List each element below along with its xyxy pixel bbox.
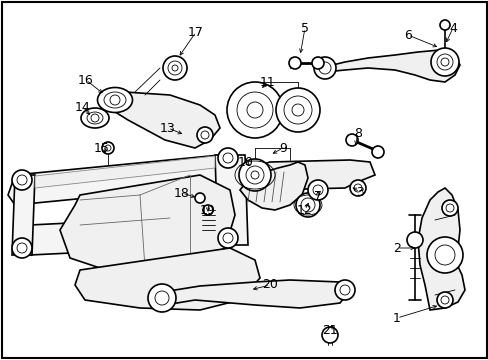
Text: 14: 14: [75, 100, 91, 113]
Circle shape: [311, 57, 324, 69]
Text: 13: 13: [160, 122, 176, 135]
Text: 8: 8: [353, 126, 361, 140]
Text: 1: 1: [392, 311, 400, 324]
Circle shape: [12, 170, 32, 190]
Ellipse shape: [81, 108, 109, 128]
Circle shape: [105, 145, 111, 151]
Circle shape: [307, 180, 327, 200]
Circle shape: [203, 205, 213, 215]
Circle shape: [406, 232, 422, 248]
Circle shape: [334, 280, 354, 300]
Circle shape: [239, 159, 270, 191]
Circle shape: [371, 146, 383, 158]
Circle shape: [346, 134, 357, 146]
Circle shape: [237, 92, 272, 128]
Circle shape: [426, 237, 462, 273]
Circle shape: [349, 180, 365, 196]
Circle shape: [110, 95, 120, 105]
Text: 10: 10: [238, 156, 253, 168]
Polygon shape: [240, 162, 307, 210]
Circle shape: [155, 291, 169, 305]
Circle shape: [17, 175, 27, 185]
Circle shape: [12, 238, 32, 258]
Circle shape: [288, 57, 301, 69]
Polygon shape: [75, 248, 260, 310]
Circle shape: [291, 104, 304, 116]
Text: 2: 2: [392, 242, 400, 255]
Circle shape: [218, 148, 238, 168]
Polygon shape: [108, 92, 220, 148]
Circle shape: [439, 20, 449, 30]
Text: 16: 16: [78, 73, 94, 86]
Text: 20: 20: [262, 279, 277, 292]
Circle shape: [434, 245, 454, 265]
Circle shape: [102, 142, 114, 154]
Circle shape: [313, 57, 335, 79]
Text: 17: 17: [188, 26, 203, 39]
Text: 12: 12: [297, 203, 312, 216]
Ellipse shape: [97, 87, 132, 113]
Circle shape: [91, 114, 99, 122]
Text: 21: 21: [322, 324, 337, 337]
Circle shape: [172, 65, 178, 71]
Circle shape: [250, 171, 259, 179]
Polygon shape: [12, 175, 35, 255]
Polygon shape: [317, 50, 459, 82]
Text: 3: 3: [355, 185, 363, 198]
Circle shape: [445, 204, 453, 212]
Circle shape: [440, 58, 448, 66]
Circle shape: [353, 184, 361, 192]
Circle shape: [201, 131, 208, 139]
Ellipse shape: [104, 92, 126, 108]
Circle shape: [226, 82, 283, 138]
Circle shape: [339, 285, 349, 295]
Polygon shape: [215, 155, 247, 245]
Polygon shape: [148, 280, 349, 308]
Circle shape: [163, 56, 186, 80]
Circle shape: [301, 198, 314, 212]
Polygon shape: [60, 175, 235, 272]
Circle shape: [148, 284, 176, 312]
Polygon shape: [417, 188, 464, 310]
Circle shape: [318, 62, 330, 74]
Circle shape: [284, 96, 311, 124]
Ellipse shape: [87, 112, 103, 124]
Polygon shape: [20, 215, 240, 255]
Circle shape: [436, 54, 452, 70]
Circle shape: [275, 88, 319, 132]
Text: 15: 15: [94, 141, 110, 154]
Circle shape: [195, 193, 204, 203]
Circle shape: [223, 153, 232, 163]
Text: 18: 18: [174, 186, 189, 199]
Circle shape: [245, 166, 264, 184]
Text: 7: 7: [313, 189, 321, 202]
Circle shape: [441, 200, 457, 216]
Text: 4: 4: [448, 22, 456, 35]
Polygon shape: [8, 155, 244, 205]
Text: 9: 9: [279, 141, 286, 154]
Circle shape: [17, 243, 27, 253]
Circle shape: [168, 61, 182, 75]
Circle shape: [218, 228, 238, 248]
Circle shape: [197, 127, 213, 143]
Circle shape: [321, 327, 337, 343]
Polygon shape: [247, 160, 374, 190]
Circle shape: [246, 102, 263, 118]
Polygon shape: [35, 156, 215, 188]
Text: 6: 6: [403, 28, 411, 41]
Circle shape: [430, 48, 458, 76]
Text: 11: 11: [260, 76, 275, 89]
Circle shape: [295, 193, 319, 217]
Circle shape: [312, 185, 323, 195]
Text: 19: 19: [200, 203, 215, 216]
Circle shape: [223, 233, 232, 243]
Circle shape: [436, 292, 452, 308]
Text: 5: 5: [301, 22, 308, 35]
Circle shape: [440, 296, 448, 304]
